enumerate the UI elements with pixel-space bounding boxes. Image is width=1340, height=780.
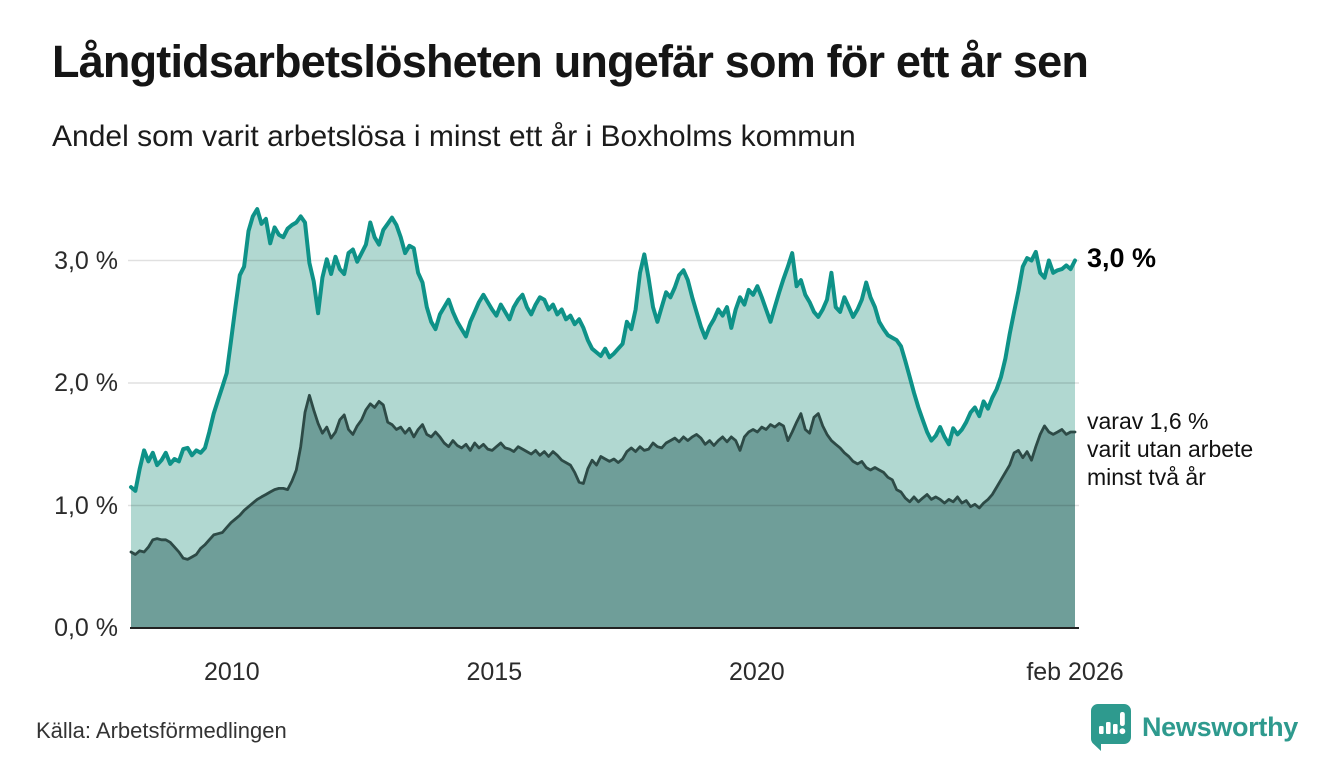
newsworthy-branding: Newsworthy: [1090, 703, 1298, 751]
x-axis-label-2020: 2020: [729, 658, 785, 686]
annotation-line: varav 1,6 %: [1087, 408, 1209, 434]
annotation-line: varit utan arbete: [1087, 436, 1254, 462]
y-axis-label-2: 2,0 %: [54, 369, 118, 397]
newsworthy-logo-icon: [1090, 704, 1131, 751]
x-axis-label-feb-2026: feb 2026: [1026, 658, 1124, 686]
series2-annotation: varav 1,6 % varit utan arbete minst två år: [1087, 407, 1253, 491]
y-axis-label-3: 3,0 %: [54, 246, 118, 275]
page-title: Långtidsarbetslösheten ungefär som för e…: [52, 36, 1089, 87]
series-fill-minst-tva-ar: [131, 395, 1075, 628]
newsworthy-wordmark: Newsworthy: [1141, 711, 1298, 742]
y-axis-label-0: 0,0 %: [54, 614, 118, 642]
x-axis-label-2010: 2010: [203, 658, 260, 686]
series-line-minst-tva-ar: [129, 393, 1077, 561]
chart-subtitle: Andel som varit arbetslösa i minst ett å…: [52, 120, 856, 153]
source-note: Källa: Arbetsförmedlingen: [36, 718, 287, 743]
end-value-label: 3,0 %: [1087, 242, 1157, 273]
annotation-line: minst två år: [1087, 464, 1206, 490]
y-axis-label-1: 1,0 %: [54, 491, 118, 520]
series-line-minst-ett-ar: [129, 207, 1077, 493]
x-axis-label-2015: 2015: [466, 658, 523, 686]
